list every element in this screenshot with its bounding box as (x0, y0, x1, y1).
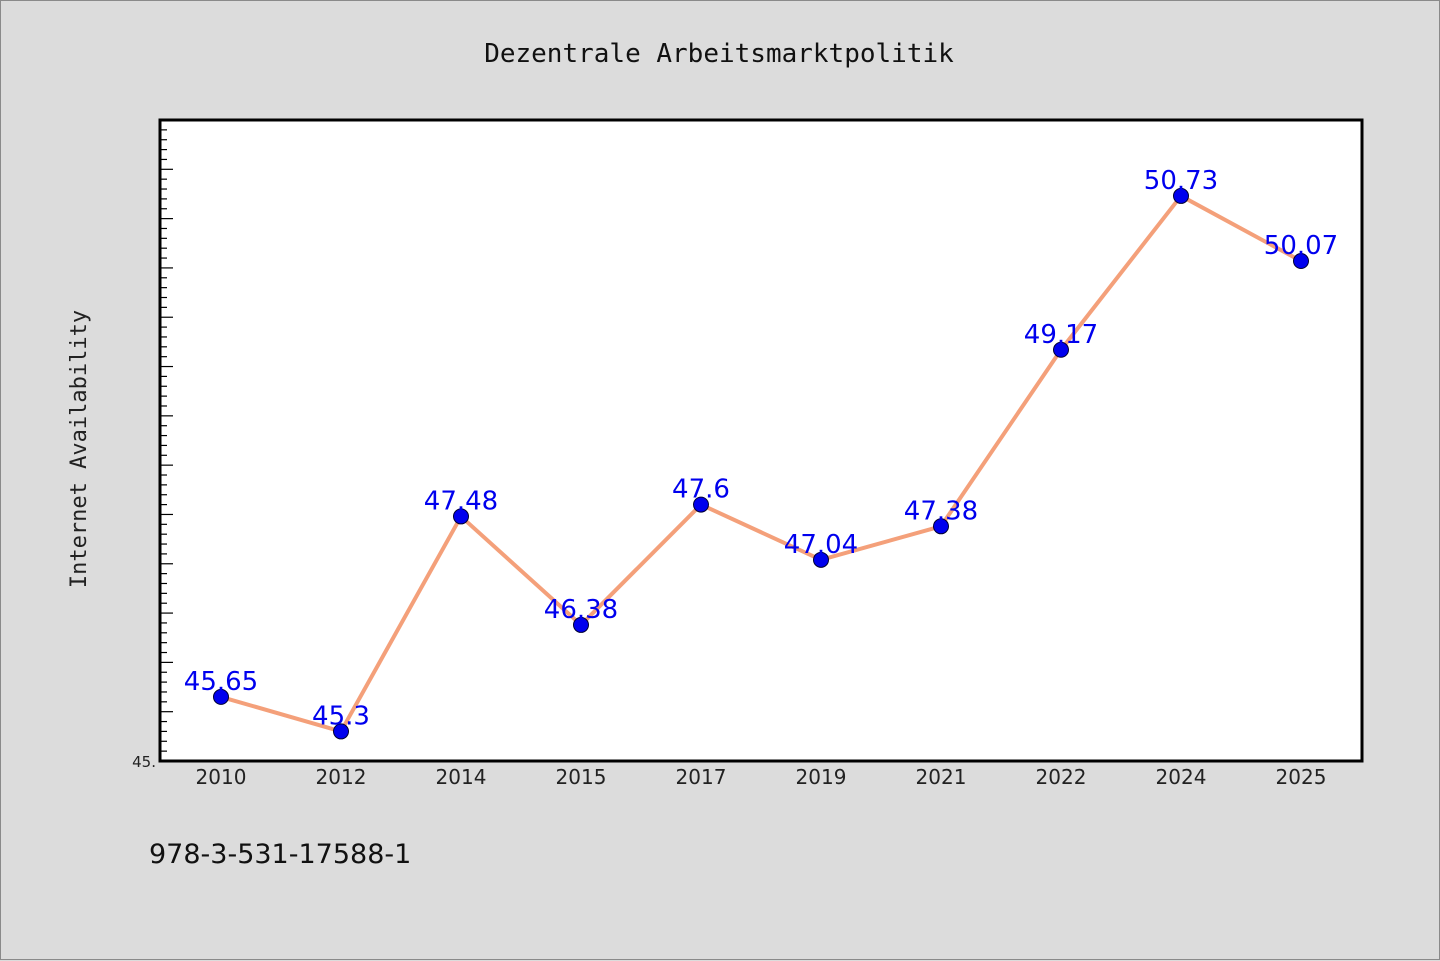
chart-title: Dezentrale Arbeitsmarktpolitik (484, 39, 954, 69)
data-point-2025 (1293, 253, 1309, 270)
y-axis-min-label: 45. (132, 753, 156, 771)
data-point-2021 (933, 518, 949, 535)
data-point-2022 (1053, 341, 1069, 358)
data-label-2022: 49.17 (1024, 320, 1098, 350)
x-tick-label: 2012 (316, 765, 367, 789)
data-label-2024: 50.73 (1144, 166, 1218, 196)
plot-area (160, 120, 1362, 761)
x-tick-label: 2019 (796, 765, 847, 789)
plot-frame (158, 118, 1364, 763)
series-line-layer (219, 193, 1303, 734)
data-point-2015 (573, 616, 589, 633)
data-labels: 45.65 45.3 47.48 46.38 47.6 47.04 47.38 49.17 50… (184, 166, 1338, 731)
data-point-2014 (453, 508, 469, 525)
series-line (219, 193, 1303, 734)
data-point-2012 (333, 723, 349, 740)
footer-isbn: 978-3-531-17588-1 (149, 839, 411, 870)
data-label-2012: 45.3 (312, 701, 370, 731)
x-tick-label: 2014 (436, 765, 487, 789)
x-tick-label: 2015 (556, 765, 607, 789)
x-tick-label: 2025 (1276, 765, 1327, 789)
x-tick-label: 2024 (1156, 765, 1207, 789)
data-label-2021: 47.38 (904, 496, 978, 526)
data-label-2019: 47.04 (784, 530, 858, 560)
data-label-2025: 50.07 (1264, 231, 1338, 261)
data-label-2014: 47.48 (424, 486, 498, 516)
data-point-2019 (813, 551, 829, 568)
data-label-2015: 46.38 (544, 595, 618, 625)
data-label-2017: 47.6 (672, 475, 730, 505)
data-point-2024 (1173, 187, 1189, 204)
y-axis-label: Internet Availability (67, 310, 92, 588)
x-tick-label: 2017 (676, 765, 727, 789)
data-point-2017 (693, 496, 709, 513)
x-tick-label: 2021 (916, 765, 967, 789)
data-label-2010: 45.65 (184, 667, 258, 697)
x-axis-tick-labels: 2010 2012 2014 2015 2017 2019 2021 2022 2024 2025 (196, 765, 1327, 789)
x-tick-label: 2010 (196, 765, 247, 789)
data-markers (213, 187, 1309, 740)
data-point-2010 (213, 688, 229, 705)
x-tick-label: 2022 (1036, 765, 1087, 789)
